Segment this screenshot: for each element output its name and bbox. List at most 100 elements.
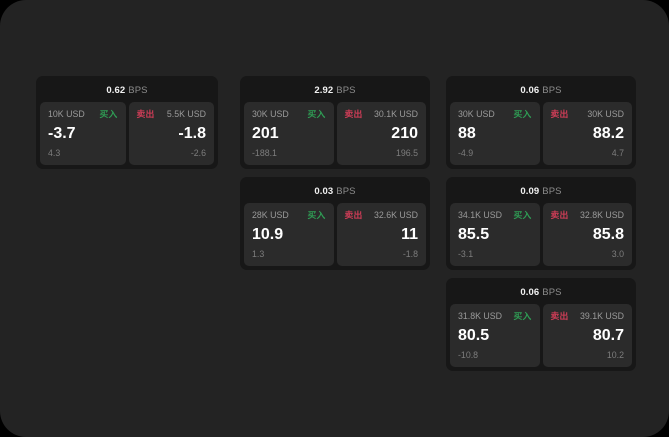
buy-delta: -188.1 (252, 148, 277, 158)
bps-unit: BPS (542, 186, 562, 197)
buy-card[interactable]: 28K USD 买入 10.9 1.3 (244, 203, 334, 266)
sell-card-header: 卖出 5.5K USD (137, 109, 207, 120)
bps-header: 2.92 BPS (244, 80, 426, 102)
sell-price: 80.7 (592, 327, 624, 344)
buy-quantity: 30K USD (458, 109, 495, 119)
buy-card-header: 10K USD 买入 (48, 109, 118, 120)
bps-value: 0.06 (520, 85, 540, 96)
bps-header: 0.09 BPS (450, 181, 632, 203)
column-2: 2.92 BPS 30K USD 买入 201 -188.1 卖出 30.1K USD 210 1… (240, 76, 430, 278)
buy-price: 201 (252, 125, 279, 142)
bps-value: 2.92 (314, 85, 334, 96)
buy-delta: 1.3 (252, 249, 265, 259)
sell-card-header: 卖出 39.1K USD (551, 311, 625, 322)
sell-price: 85.8 (592, 226, 624, 243)
sell-quantity: 5.5K USD (166, 109, 206, 119)
buy-card[interactable]: 34.1K USD 买入 85.5 -3.1 (450, 203, 540, 266)
buy-price: 10.9 (252, 226, 284, 243)
sell-delta: -2.6 (190, 148, 206, 158)
sell-card[interactable]: 卖出 32.8K USD 85.8 3.0 (542, 203, 632, 266)
buy-delta: 4.3 (48, 148, 61, 158)
sell-tag: 卖出 (550, 311, 569, 321)
sell-card-header: 卖出 30K USD (551, 109, 625, 120)
buy-card-header: 28K USD 买入 (252, 210, 326, 221)
bps-unit: BPS (542, 287, 562, 298)
sell-tag: 卖出 (550, 210, 569, 220)
buy-price: 88 (458, 125, 476, 142)
sell-quantity: 30K USD (587, 109, 624, 119)
sell-tag: 卖出 (344, 210, 363, 220)
buy-quantity: 28K USD (252, 210, 289, 220)
spread-group[interactable]: 0.03 BPS 28K USD 买入 10.9 1.3 卖出 32.6K USD 11 -1.8 (240, 177, 430, 270)
buy-delta: -3.1 (458, 249, 474, 259)
buy-quantity: 34.1K USD (458, 210, 503, 220)
buy-tag: 买入 (307, 210, 326, 220)
sell-quantity: 32.6K USD (373, 210, 418, 220)
bps-unit: BPS (128, 85, 148, 96)
buy-tag: 买入 (513, 210, 532, 220)
buy-delta: -10.8 (458, 350, 479, 360)
sell-card[interactable]: 卖出 5.5K USD -1.8 -2.6 (128, 102, 214, 165)
sell-tag: 卖出 (136, 109, 155, 119)
buy-card[interactable]: 30K USD 买入 201 -188.1 (244, 102, 334, 165)
bps-unit: BPS (336, 85, 356, 96)
buy-sell-pair: 10K USD 买入 -3.7 4.3 卖出 5.5K USD -1.8 -2.6 (40, 102, 214, 165)
bps-unit: BPS (336, 186, 356, 197)
bps-value: 0.62 (106, 85, 126, 96)
spread-group[interactable]: 2.92 BPS 30K USD 买入 201 -188.1 卖出 30.1K USD 210 1… (240, 76, 430, 169)
buy-card-header: 31.8K USD 买入 (458, 311, 532, 322)
buy-card-header: 30K USD 买入 (458, 109, 532, 120)
buy-sell-pair: 30K USD 买入 201 -188.1 卖出 30.1K USD 210 196.5 (244, 102, 426, 165)
bps-value: 0.09 (520, 186, 540, 197)
sell-card[interactable]: 卖出 30.1K USD 210 196.5 (336, 102, 426, 165)
sell-card-header: 卖出 32.8K USD (551, 210, 625, 221)
sell-price: 210 (391, 125, 418, 142)
bps-header: 0.06 BPS (450, 80, 632, 102)
column-3: 0.06 BPS 30K USD 买入 88 -4.9 卖出 30K USD 88.2 4.7 0.… (446, 76, 636, 379)
sell-delta: 3.0 (611, 249, 624, 259)
sell-delta: -1.8 (402, 249, 418, 259)
buy-card[interactable]: 10K USD 买入 -3.7 4.3 (40, 102, 126, 165)
sell-card[interactable]: 卖出 39.1K USD 80.7 10.2 (542, 304, 632, 367)
sell-quantity: 39.1K USD (579, 311, 624, 321)
bps-value: 0.06 (520, 287, 540, 298)
buy-price: 85.5 (458, 226, 490, 243)
buy-tag: 买入 (307, 109, 326, 119)
buy-card[interactable]: 30K USD 买入 88 -4.9 (450, 102, 540, 165)
sell-quantity: 30.1K USD (373, 109, 418, 119)
spread-group[interactable]: 0.06 BPS 31.8K USD 买入 80.5 -10.8 卖出 39.1K USD 80… (446, 278, 636, 371)
bps-header: 0.62 BPS (40, 80, 214, 102)
spread-group[interactable]: 0.62 BPS 10K USD 买入 -3.7 4.3 卖出 5.5K USD -1.8 -2.… (36, 76, 218, 169)
buy-quantity: 10K USD (48, 109, 85, 119)
buy-delta: -4.9 (458, 148, 474, 158)
sell-quantity: 32.8K USD (579, 210, 624, 220)
bps-unit: BPS (542, 85, 562, 96)
buy-sell-pair: 28K USD 买入 10.9 1.3 卖出 32.6K USD 11 -1.8 (244, 203, 426, 266)
sell-tag: 卖出 (344, 109, 363, 119)
sell-price: -1.8 (178, 125, 206, 142)
buy-quantity: 30K USD (252, 109, 289, 119)
sell-price: 88.2 (592, 125, 624, 142)
spread-group[interactable]: 0.09 BPS 34.1K USD 买入 85.5 -3.1 卖出 32.8K USD 85.… (446, 177, 636, 270)
buy-tag: 买入 (513, 109, 532, 119)
bps-header: 0.06 BPS (450, 282, 632, 304)
sell-delta: 4.7 (611, 148, 624, 158)
buy-tag: 买入 (99, 109, 118, 119)
sell-price: 11 (401, 226, 418, 243)
sell-card[interactable]: 卖出 32.6K USD 11 -1.8 (336, 203, 426, 266)
sell-card-header: 卖出 32.6K USD (345, 210, 419, 221)
buy-price: -3.7 (48, 125, 76, 142)
buy-tag: 买入 (513, 311, 532, 321)
spread-board: 0.62 BPS 10K USD 买入 -3.7 4.3 卖出 5.5K USD -1.8 -2.… (36, 76, 636, 396)
spread-group[interactable]: 0.06 BPS 30K USD 买入 88 -4.9 卖出 30K USD 88.2 4.7 (446, 76, 636, 169)
sell-delta: 10.2 (606, 350, 624, 360)
buy-card[interactable]: 31.8K USD 买入 80.5 -10.8 (450, 304, 540, 367)
buy-sell-pair: 30K USD 买入 88 -4.9 卖出 30K USD 88.2 4.7 (450, 102, 632, 165)
sell-card[interactable]: 卖出 30K USD 88.2 4.7 (542, 102, 632, 165)
bps-value: 0.03 (314, 186, 334, 197)
sell-delta: 196.5 (395, 148, 418, 158)
bps-header: 0.03 BPS (244, 181, 426, 203)
column-1: 0.62 BPS 10K USD 买入 -3.7 4.3 卖出 5.5K USD -1.8 -2.… (36, 76, 218, 177)
buy-card-header: 30K USD 买入 (252, 109, 326, 120)
